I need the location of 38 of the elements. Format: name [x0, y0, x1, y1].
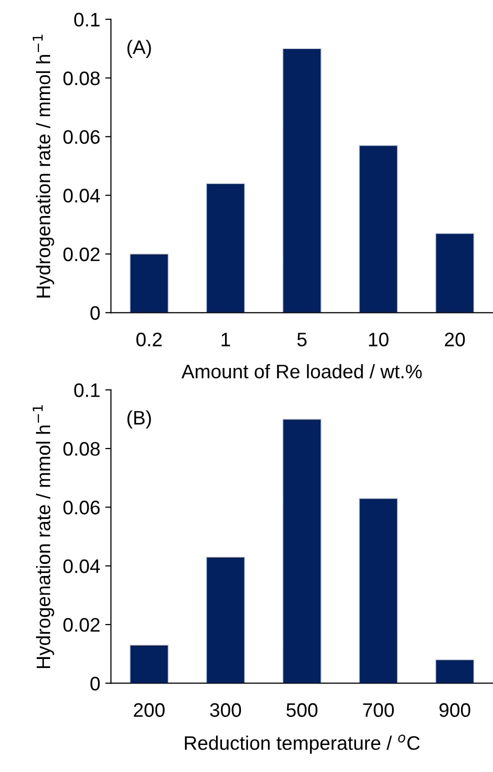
- y-tick-label: 0: [90, 676, 100, 690]
- y-tick-label: 0.04: [63, 188, 100, 203]
- annotation: (A): [127, 40, 151, 58]
- y-tick-label: 0.02: [63, 247, 100, 262]
- y-tick-label: 0.06: [63, 130, 100, 144]
- bar: [130, 644, 169, 684]
- x-tick-label: 500: [286, 703, 318, 717]
- x-tick-label: 5: [297, 332, 307, 346]
- bar: [358, 498, 398, 684]
- y-tick-label: 0.1: [74, 12, 100, 27]
- y-tick-label: 0.1: [74, 383, 100, 398]
- y-tick-label: 0.02: [63, 618, 100, 632]
- bar: [435, 233, 474, 313]
- x-tick-label: 900: [439, 703, 470, 717]
- y-tick-label: 0.06: [63, 500, 100, 514]
- annotation: (B): [127, 410, 151, 429]
- x-tick-label: 1: [222, 332, 230, 346]
- x-axis-title: Reduction temperature / $^{o}$C: [184, 734, 420, 754]
- x-axis-title: Amount of Re loaded / wt.%: [181, 364, 422, 378]
- y-tick-label: 0.08: [63, 71, 100, 86]
- bar: [282, 418, 322, 684]
- x-tick-label: 200: [134, 703, 165, 717]
- y-tick-label: 0.08: [63, 442, 100, 456]
- x-tick-label: 300: [210, 703, 242, 717]
- y-tick-label: 0: [90, 306, 100, 320]
- x-tick-label: 10: [369, 332, 388, 346]
- y-axis-title: Hydrogenation rate / mmol h$^{−1}$: [32, 34, 54, 298]
- x-tick-label: 700: [363, 703, 394, 717]
- x-tick-label: 0.2: [136, 332, 162, 346]
- y-tick-label: 0.04: [63, 559, 100, 574]
- bar: [206, 556, 246, 684]
- y-axis-title: Hydrogenation rate / mmol h$^{−1}$: [32, 405, 54, 668]
- bar: [130, 254, 169, 313]
- bar: [358, 145, 398, 313]
- x-tick-label: 20: [444, 332, 465, 346]
- bar: [282, 48, 322, 313]
- bar: [206, 183, 246, 313]
- bar: [435, 659, 474, 684]
